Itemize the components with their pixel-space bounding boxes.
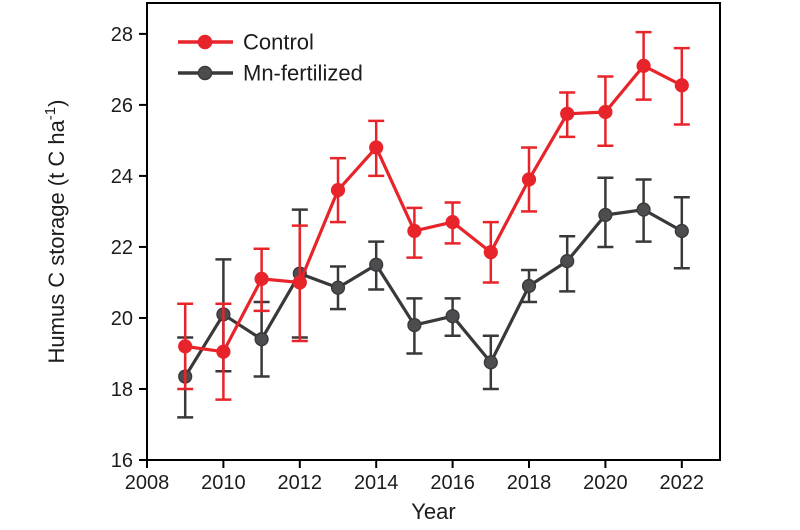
y-tick-label: 20 [111, 308, 133, 330]
data-point [598, 207, 613, 223]
x-tick-label: 2010 [201, 472, 246, 494]
y-axis-title: Humus C storage (t C ha-1) [42, 100, 69, 364]
data-point [254, 271, 269, 287]
legend: Control Mn-fertilized [178, 30, 363, 86]
x-tick-label: 2022 [660, 472, 705, 494]
data-point [636, 58, 651, 73]
data-point [560, 254, 575, 269]
data-point [674, 78, 689, 93]
legend-label: Control [243, 30, 314, 55]
y-tick-label: 26 [111, 95, 133, 117]
legend-item: Control [178, 30, 314, 55]
x-tick-label: 2018 [507, 472, 552, 494]
legend-item: Mn-fertilized [178, 61, 363, 86]
data-point [369, 140, 384, 155]
data-point [521, 278, 537, 294]
x-axis: 2008 2010 2012 2014 2016 2018 2020 2022 [125, 460, 704, 494]
x-axis-title: Year [411, 499, 455, 524]
data-point [560, 106, 575, 121]
y-tick-label: 22 [111, 237, 133, 259]
data-point [521, 172, 537, 187]
data-point [330, 280, 346, 295]
x-tick-label: 2008 [125, 472, 170, 494]
legend-label: Mn-fertilized [243, 61, 363, 86]
data-point [636, 202, 651, 217]
data-point [674, 223, 689, 239]
series-line [183, 208, 684, 379]
data-point [330, 183, 346, 198]
data-point [178, 339, 193, 354]
data-point [407, 223, 422, 239]
data-point [216, 344, 231, 359]
x-tick-label: 2020 [583, 472, 628, 494]
series-control [177, 30, 690, 401]
data-point [254, 332, 269, 347]
legend-marker [197, 34, 213, 50]
data-point [369, 257, 384, 272]
data-point [483, 355, 498, 370]
data-point [407, 317, 422, 333]
data-point [445, 214, 460, 230]
axes [146, 2, 721, 461]
y-tick-label: 18 [111, 379, 133, 401]
y-tick-label: 24 [111, 166, 133, 188]
data-point [483, 245, 498, 260]
y-axis: 16 18 20 22 24 26 28 [111, 24, 147, 472]
data-point [445, 309, 460, 324]
data-point [598, 104, 613, 120]
data-point [292, 275, 307, 290]
y-tick-label: 28 [111, 24, 133, 46]
x-tick-label: 2012 [278, 472, 323, 494]
plot-frame [146, 2, 721, 461]
x-tick-label: 2014 [354, 472, 399, 494]
x-tick-label: 2016 [430, 472, 475, 494]
series-mn-fertilized [177, 176, 690, 419]
y-tick-label: 16 [111, 450, 133, 472]
legend-marker [197, 65, 213, 81]
